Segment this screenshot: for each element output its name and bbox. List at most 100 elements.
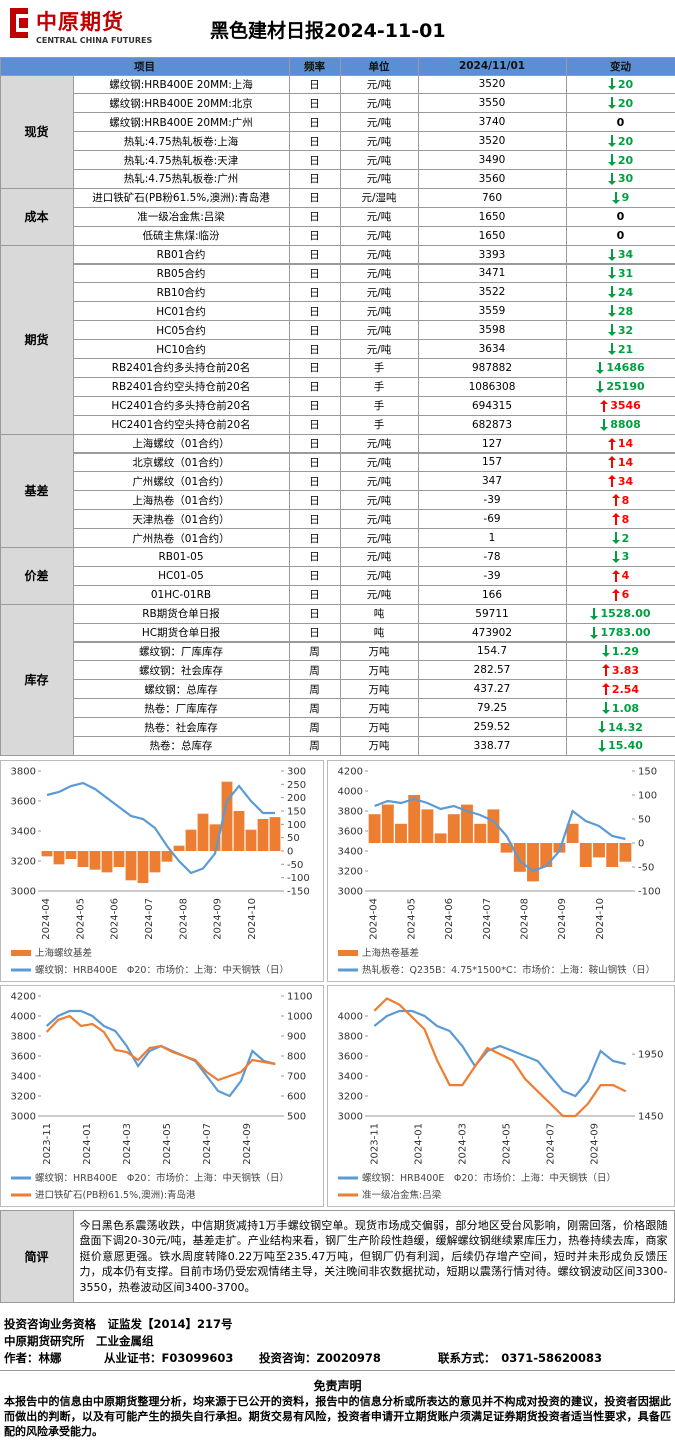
bar xyxy=(474,823,487,843)
change-cell: 20 xyxy=(565,150,675,170)
bar xyxy=(540,843,553,867)
change-cell: 1528.00 xyxy=(565,603,675,624)
y-tick-label: 3000 xyxy=(11,1112,36,1123)
y-tick-label: 3800 xyxy=(338,807,363,818)
x-tick-label: 2024-01 xyxy=(414,1123,425,1165)
freq-cell: 日 xyxy=(288,622,341,643)
legend-swatch xyxy=(11,1176,31,1180)
change-value: 20 xyxy=(617,96,634,110)
change-value: 28 xyxy=(617,304,634,318)
value-cell: 127 xyxy=(417,433,567,454)
change-arrow xyxy=(601,645,610,658)
logo-icon xyxy=(10,8,28,38)
change-cell: 1783.00 xyxy=(565,622,675,643)
line-series xyxy=(374,797,626,873)
arrow-shape xyxy=(607,456,616,469)
value-cell: 3559 xyxy=(417,301,567,322)
change-value: 1.08 xyxy=(611,701,640,715)
change-value: 1528.00 xyxy=(600,607,651,621)
swatch xyxy=(338,950,358,956)
value-cell: 3560 xyxy=(417,169,567,189)
change-cell: 28 xyxy=(565,301,675,322)
unit-cell: 万吨 xyxy=(339,717,419,737)
freq-cell: 日 xyxy=(288,528,341,548)
unit-cell: 元/吨 xyxy=(339,547,419,567)
item-cell: RB10合约 xyxy=(72,282,290,303)
value-cell: 79.25 xyxy=(417,698,567,719)
unit-cell: 手 xyxy=(339,358,419,378)
change-value: 1783.00 xyxy=(600,626,651,640)
bar xyxy=(185,829,197,851)
unit-cell: 元/吨 xyxy=(339,528,419,548)
y2-tick-label: -100 xyxy=(638,887,661,898)
comment-label: 简评 xyxy=(0,1209,74,1303)
item-cell: 热轧:4.75热轧板卷:广州 xyxy=(72,169,290,189)
change-cell: 20 xyxy=(565,93,675,114)
unit-cell: 元/吨 xyxy=(339,244,419,265)
arrow-shape xyxy=(607,154,616,167)
unit-cell: 元/吨 xyxy=(339,565,419,586)
swatch xyxy=(338,1176,358,1180)
change-arrow xyxy=(611,550,620,563)
y-tick-label: 3200 xyxy=(338,1092,363,1103)
change-arrow xyxy=(598,721,607,734)
x-tick-label: 2024-05 xyxy=(406,898,417,940)
change-arrow xyxy=(607,286,616,299)
change-cell: 3.83 xyxy=(565,660,675,681)
qualification: 投资咨询业务资格 证监发【2014】217号 xyxy=(4,1317,233,1331)
bar xyxy=(408,795,421,843)
value-cell: 166 xyxy=(417,584,567,605)
bar xyxy=(527,843,539,882)
bar xyxy=(53,851,65,865)
item-cell: HC2401合约多头持仓前20名 xyxy=(72,395,290,416)
bar xyxy=(125,851,137,881)
bar xyxy=(606,843,619,867)
value-cell: 3550 xyxy=(417,93,567,114)
change-value: 21 xyxy=(617,342,634,356)
freq-cell: 日 xyxy=(288,112,341,133)
unit-cell: 元/吨 xyxy=(339,225,419,246)
value-cell: 154.7 xyxy=(417,641,567,662)
arrow-shape xyxy=(600,418,609,431)
data-table: 项目 频率 单位 2024/11/01 变动 现货 螺纹钢:HRB400E 20MM:上海日… xyxy=(0,56,675,757)
x-tick-label: 2024-03 xyxy=(458,1123,469,1165)
bar xyxy=(113,851,125,867)
item-cell: 热卷：总库存 xyxy=(72,736,290,756)
swatch xyxy=(11,968,31,972)
item-cell: 螺纹钢：社会库存 xyxy=(72,660,290,681)
change-cell: 1.29 xyxy=(565,641,675,662)
disclaimer-title: 免责声明 xyxy=(313,1379,362,1393)
contact: 联系方式： 0371-58620083 xyxy=(438,1351,603,1365)
y-tick-label: 3600 xyxy=(338,827,363,838)
header: 中原期货 CENTRAL CHINA FUTURES 黑色建材日报2024-11… xyxy=(0,0,675,55)
y2-tick-label: 150 xyxy=(287,807,306,818)
unit-cell: 万吨 xyxy=(339,641,419,662)
value-cell: 1650 xyxy=(417,206,567,227)
y-tick-label: 3000 xyxy=(338,1112,363,1123)
change-value: 15.40 xyxy=(608,739,643,753)
x-tick-label: 2024-10 xyxy=(595,898,606,940)
arrow-shape xyxy=(611,569,620,582)
change-cell: 24 xyxy=(565,282,675,303)
y-tick-label: 3800 xyxy=(338,1032,363,1043)
legend-label: 螺纹钢：HRB400E Φ20：市场价：上海：中天钢铁（日） xyxy=(35,1173,289,1184)
change-arrow xyxy=(607,172,616,185)
item-cell: RB2401合约空头持仓前20名 xyxy=(72,376,290,397)
unit-cell: 手 xyxy=(339,395,419,416)
item-cell: 上海螺纹（01合约） xyxy=(72,433,290,454)
x-tick-label: 2024-10 xyxy=(247,898,258,940)
y-tick-label: 3400 xyxy=(338,1072,363,1083)
freq-cell: 日 xyxy=(288,603,341,624)
y2-tick-label: 1450 xyxy=(638,1112,663,1123)
change-arrow xyxy=(601,683,610,696)
arrow-shape xyxy=(600,399,609,412)
legend-label: 螺纹钢：HRB400E Φ20：市场价：上海：中天钢铁（日） xyxy=(35,965,289,976)
change-value: 9 xyxy=(621,191,630,205)
change-arrow xyxy=(607,135,616,148)
bar xyxy=(245,829,257,851)
change-cell: 20 xyxy=(565,131,675,152)
legend-label: 热轧板卷：Q235B：4.75*1500*C：市场价：上海：鞍山钢铁（日） xyxy=(362,965,656,976)
bar xyxy=(487,809,500,843)
change-value: 1.29 xyxy=(611,644,640,658)
